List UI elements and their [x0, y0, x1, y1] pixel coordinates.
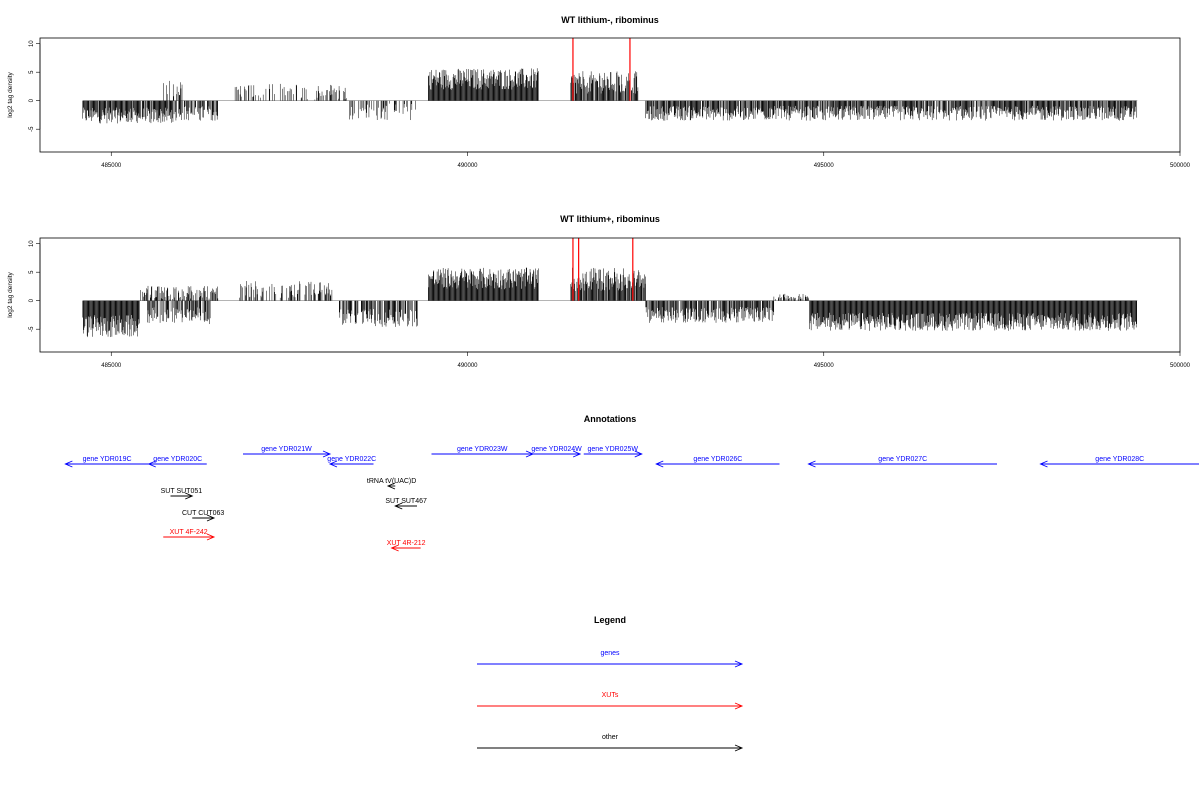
- annotation-feature: gene YDR023W: [431, 446, 535, 458]
- legend-label: other: [602, 734, 619, 741]
- annotation-label: gene YDR023W: [457, 446, 508, 453]
- x-tick-label: 485000: [101, 163, 122, 169]
- annotation-label: gene YDR028C: [1095, 456, 1144, 463]
- annotation-label: gene YDR027C: [878, 456, 927, 463]
- annotation-label: CUT CUT063: [182, 510, 224, 517]
- annotation-feature: gene YDR021W: [243, 446, 332, 458]
- y-tick-label: 10: [29, 240, 35, 247]
- annotation-label: gene YDR024W: [531, 446, 582, 453]
- legend-label: XUTs: [602, 692, 619, 699]
- coverage-bars: [82, 238, 1138, 338]
- annotation-feature: SUT SUT467: [385, 498, 427, 510]
- annotations-title: Annotations: [584, 414, 637, 424]
- x-tick-label: 495000: [814, 163, 835, 169]
- annotation-label: XUT 4F-242: [170, 529, 208, 536]
- annotations-panel: Annotations gene YDR019C gene YDR020Cgene…: [64, 414, 1199, 552]
- panel-title: WT lithium+, ribominus: [560, 214, 660, 224]
- y-axis: -5 0 5 10: [29, 240, 41, 332]
- panel-title: WT lithium-, ribominus: [561, 15, 659, 25]
- annotation-feature: gene YDR022C: [327, 456, 376, 468]
- track-panel-lithium-minus: WT lithium-, ribominus log2 tag density …: [7, 15, 1191, 169]
- y-tick-label: 5: [29, 270, 35, 274]
- annotation-features: gene YDR019C gene YDR020C gene YDR021W gene…: [64, 446, 1199, 552]
- annotation-feature: gene YDR020C: [147, 456, 207, 468]
- annotation-label: tRNA tV(UAC)D: [367, 478, 416, 485]
- y-tick-label: 0: [29, 98, 35, 102]
- x-tick-label: 490000: [457, 363, 478, 369]
- y-axis-label: log2 tag density: [7, 271, 14, 317]
- annotation-feature: gene YDR027C: [807, 456, 997, 468]
- y-axis: -5 0 5 10: [29, 40, 41, 132]
- annotation-feature: XUT 4R-212: [387, 540, 426, 552]
- y-tick-label: 5: [29, 70, 35, 74]
- annotation-label: gene YDR025W: [588, 446, 639, 453]
- y-tick-label: -5: [29, 126, 35, 132]
- annotation-feature: SUT SUT051: [161, 488, 203, 500]
- annotation-feature: gene YDR019C: [64, 456, 149, 468]
- annotation-label: gene YDR020C: [153, 456, 202, 463]
- annotation-label: XUT 4R-212: [387, 540, 426, 547]
- x-tick-label: 500000: [1170, 163, 1191, 169]
- annotation-feature: gene YDR024W: [531, 446, 582, 458]
- x-tick-label: 490000: [457, 163, 478, 169]
- legend-entry: XUTs: [477, 692, 744, 710]
- annotation-label: SUT SUT467: [385, 498, 427, 505]
- x-axis: 485000 490000 495000 500000: [101, 151, 1191, 169]
- y-tick-label: 0: [29, 298, 35, 302]
- legend: Legend genes XUTs other: [477, 615, 744, 752]
- track-panel-lithium-plus: WT lithium+, ribominus log2 tag density …: [7, 214, 1191, 369]
- y-axis-label: log2 tag density: [7, 71, 14, 117]
- annotation-label: gene YDR026C: [693, 456, 742, 463]
- annotation-feature: gene YDR025W: [583, 446, 643, 458]
- annotation-label: gene YDR019C: [83, 456, 132, 463]
- annotation-feature: CUT CUT063: [182, 510, 224, 522]
- annotation-label: gene YDR022C: [327, 456, 376, 463]
- annotation-feature: tRNA tV(UAC)D: [367, 478, 416, 490]
- annotation-feature: gene YDR028C: [1039, 456, 1199, 468]
- legend-title: Legend: [594, 615, 626, 625]
- y-tick-label: 10: [29, 40, 35, 47]
- annotation-feature: gene YDR026C: [655, 456, 780, 468]
- x-tick-label: 485000: [101, 363, 122, 369]
- legend-entry: other: [477, 734, 744, 752]
- annotation-label: SUT SUT051: [161, 488, 203, 495]
- annotation-feature: XUT 4F-242: [163, 529, 216, 541]
- legend-label: genes: [600, 650, 620, 657]
- coverage-bars: [82, 38, 1138, 124]
- legend-items: genes XUTs other: [477, 650, 744, 752]
- x-axis: 485000 490000 495000 500000: [101, 351, 1191, 369]
- y-tick-label: -5: [29, 326, 35, 332]
- legend-entry: genes: [477, 650, 744, 668]
- x-tick-label: 500000: [1170, 363, 1191, 369]
- annotation-label: gene YDR021W: [261, 446, 312, 453]
- x-tick-label: 495000: [814, 363, 835, 369]
